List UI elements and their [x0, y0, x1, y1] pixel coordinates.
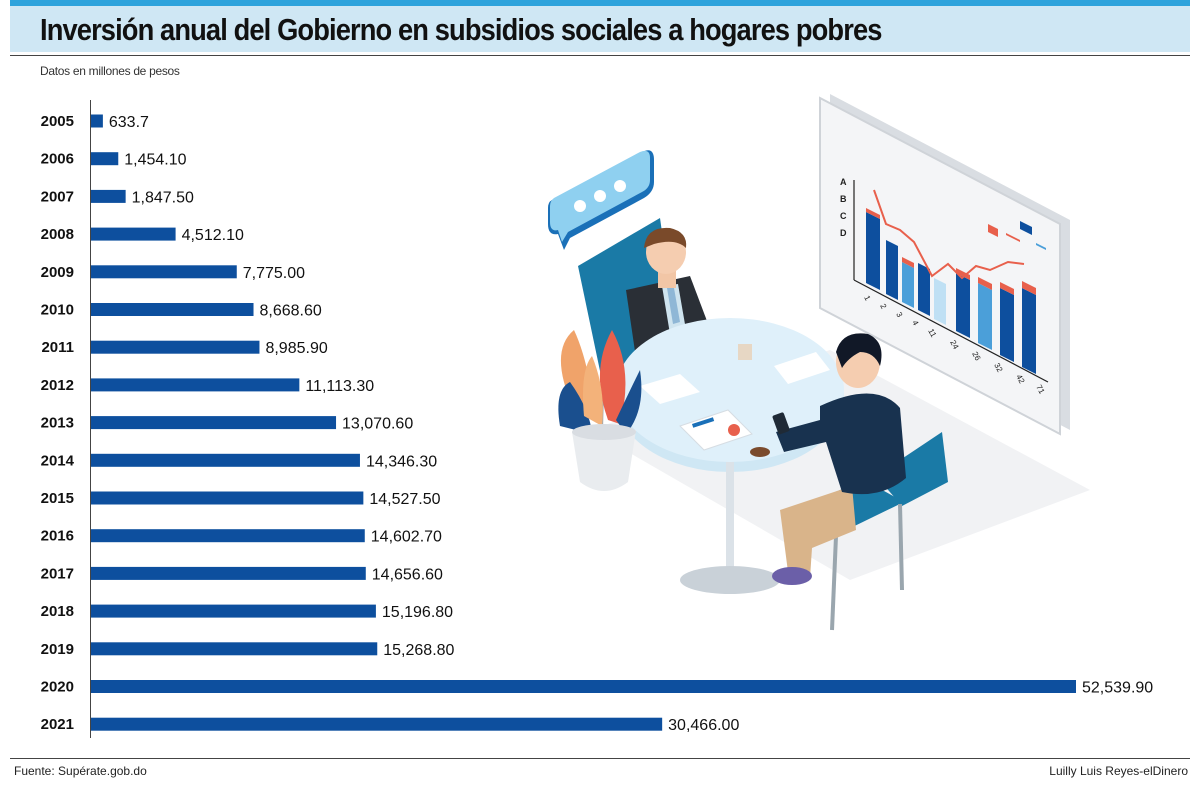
footer-rule [10, 758, 1190, 759]
value-label-2017: 14,656.60 [372, 566, 443, 583]
bar-2010 [91, 303, 254, 316]
board-trend-line [873, 189, 1025, 280]
board-axis-letter: C [840, 211, 847, 221]
credit-note: Luilly Luis Reyes-elDinero [1049, 764, 1188, 778]
year-label-2019: 2019 [41, 641, 74, 658]
value-label-2010: 8,668.60 [260, 303, 322, 320]
man-with-phone [772, 333, 906, 585]
year-label-2012: 2012 [41, 377, 74, 394]
year-label-2010: 2010 [41, 302, 74, 319]
value-label-2005: 633.7 [109, 114, 149, 131]
bar-2014 [91, 453, 360, 467]
bar-2007 [91, 189, 126, 203]
year-label-2009: 2009 [41, 264, 74, 281]
round-table [616, 318, 844, 594]
chart-title: Inversión anual del Gobierno en subsidio… [40, 12, 882, 47]
year-label-2020: 2020 [41, 679, 74, 696]
bar-2020 [91, 680, 1076, 693]
value-label-2016: 14,602.70 [371, 529, 442, 546]
bar-2009 [91, 265, 237, 279]
bar-2005 [91, 114, 103, 128]
bar-2012 [91, 378, 300, 392]
year-label-2011: 2011 [41, 339, 74, 356]
value-label-2021: 30,466.00 [668, 717, 739, 734]
year-label-2007: 2007 [41, 188, 74, 205]
value-label-2015: 14,527.50 [369, 491, 440, 508]
value-label-2011: 8,985.90 [265, 340, 327, 357]
board-x-label: 2 [878, 302, 888, 311]
value-label-2013: 13,070.60 [342, 416, 413, 433]
year-label-2008: 2008 [41, 226, 74, 243]
potted-plant-icon [558, 330, 642, 491]
bar-2019 [91, 642, 378, 656]
year-label-2015: 2015 [41, 490, 74, 507]
bar-2006 [91, 152, 119, 166]
value-label-2008: 4,512.10 [182, 227, 244, 244]
value-label-2012: 11,113.30 [305, 378, 374, 395]
bar-2021 [91, 717, 663, 731]
value-label-2018: 15,196.80 [382, 604, 453, 621]
year-label-2005: 2005 [41, 113, 74, 130]
value-label-2019: 15,268.80 [383, 642, 454, 659]
bar-2008 [91, 227, 176, 241]
bar-2015 [91, 491, 364, 505]
year-label-2021: 2021 [41, 716, 74, 733]
board-x-label: 4 [910, 319, 920, 328]
value-label-2014: 14,346.30 [366, 453, 437, 470]
board-x-label: 3 [894, 311, 904, 320]
year-label-2017: 2017 [41, 565, 74, 582]
board-x-label: 1 [862, 294, 872, 303]
value-label-2009: 7,775.00 [243, 265, 305, 282]
source-note: Fuente: Supérate.gob.do [14, 764, 147, 778]
units-subtitle: Datos en millones de pesos [40, 64, 180, 78]
bar-2013 [91, 416, 337, 430]
board-axis-letter: A [840, 177, 847, 187]
board-axis-letter: D [840, 228, 847, 238]
bar-2017 [91, 566, 366, 580]
bar-2016 [91, 529, 365, 543]
year-label-2013: 2013 [41, 415, 74, 432]
bar-2018 [91, 604, 376, 618]
board-bars [866, 208, 1036, 374]
year-label-2014: 2014 [41, 452, 75, 469]
board-axis-letter: B [840, 194, 847, 204]
bars-group: 2005 633.7 2006 1,454.10 2007 1,847.50 2008 4,5… [41, 113, 1154, 734]
value-label-2020: 52,539.90 [1082, 680, 1153, 697]
header-rule [10, 55, 1190, 56]
speech-bubble-icon [548, 150, 654, 250]
value-label-2006: 1,454.10 [124, 152, 186, 169]
bar-2011 [91, 340, 260, 354]
year-label-2006: 2006 [41, 151, 74, 168]
title-band: Inversión anual del Gobierno en subsidio… [10, 0, 1190, 52]
year-label-2018: 2018 [41, 603, 74, 620]
value-label-2007: 1,847.50 [132, 189, 194, 206]
year-label-2016: 2016 [41, 528, 74, 545]
